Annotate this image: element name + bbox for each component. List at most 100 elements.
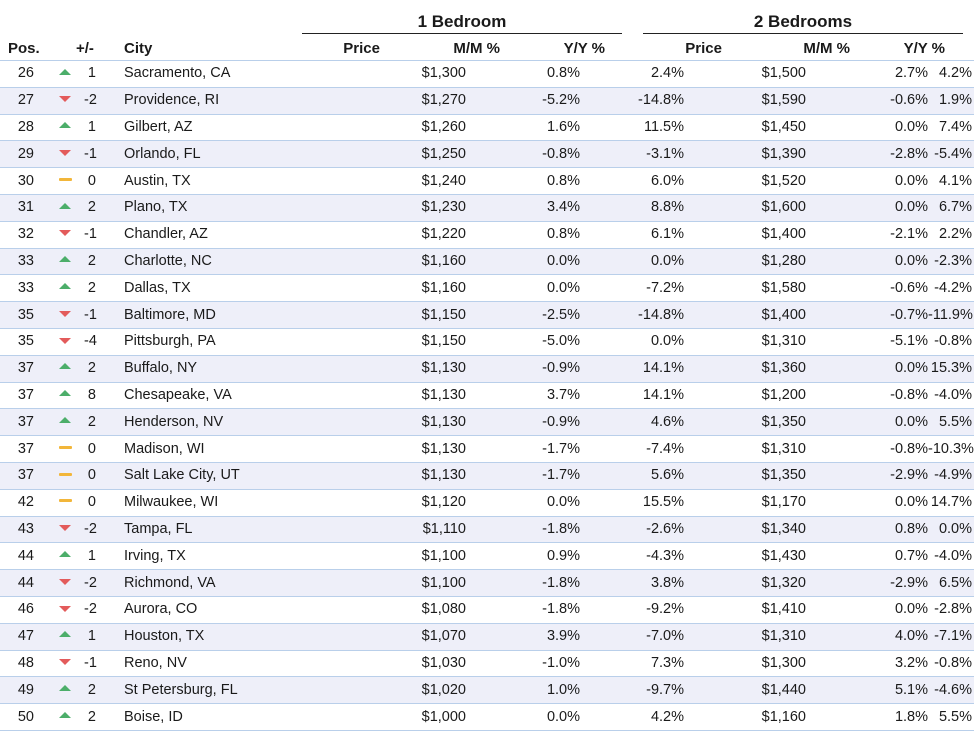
trend-cell (34, 194, 84, 222)
price-1br-cell: $1,130 (380, 462, 466, 490)
mm-1br-cell: 0.0% (466, 489, 580, 517)
position-cell: 30 (0, 167, 34, 195)
city-cell: Orlando, FL (124, 140, 380, 169)
price-1br-cell: $1,150 (380, 328, 466, 356)
mm-1br-cell: -1.7% (466, 462, 580, 490)
arrow-down-icon (59, 310, 71, 317)
header-city: City (124, 40, 153, 57)
yy-1br-cell: 6.0% (580, 167, 684, 195)
price-1br-cell: $1,110 (380, 516, 466, 544)
price-1br-cell: $1,240 (380, 167, 466, 195)
mm-2br-cell: 0.0% (806, 167, 928, 195)
header-mm-2br: M/M % (803, 40, 850, 57)
arrow-up-icon (59, 202, 71, 209)
mm-1br-cell: -5.0% (466, 328, 580, 356)
spacer-cell (96, 382, 124, 410)
change-cell: 0 (84, 462, 96, 490)
no-change-icon (58, 177, 72, 181)
yy-2br-cell: -11.9% (928, 301, 974, 329)
city-cell: Charlotte, NC (124, 248, 380, 276)
trend-cell (34, 516, 84, 544)
table-row: 37 2 Henderson, NV $1,130 -0.9% 4.6% $1,350 0.0… (0, 408, 974, 437)
price-2br-cell: $1,600 (684, 194, 806, 222)
yy-2br-cell: -4.2% (928, 274, 974, 303)
position-cell: 27 (0, 87, 34, 115)
yy-2br-cell: 5.5% (928, 703, 974, 731)
header-yy-1br: Y/Y % (563, 40, 605, 57)
mm-1br-cell: 0.8% (466, 60, 580, 88)
yy-1br-cell: -7.4% (580, 435, 684, 463)
change-cell: 1 (84, 60, 96, 88)
table-row: 44 -2 Richmond, VA $1,100 -1.8% 3.8% $1,320 -2.… (0, 569, 974, 597)
city-cell: Boise, ID (124, 703, 380, 731)
arrow-up-icon (59, 416, 71, 423)
trend-cell (34, 140, 84, 169)
table-row: 49 2 St Petersburg, FL $1,020 1.0% -9.7% $1,44… (0, 676, 974, 705)
position-cell: 28 (0, 114, 34, 142)
arrow-up-icon (59, 282, 71, 289)
table-row: 37 8 Chesapeake, VA $1,130 3.7% 14.1% $1,200 -0… (0, 382, 974, 410)
mm-1br-cell: -5.2% (466, 87, 580, 115)
spacer-cell (96, 301, 124, 329)
mm-2br-cell: 0.0% (806, 194, 928, 222)
arrow-up-icon (59, 390, 71, 397)
change-cell: 1 (84, 623, 96, 651)
arrow-down-icon (59, 578, 71, 585)
spacer-cell (96, 140, 124, 169)
position-cell: 46 (0, 596, 34, 624)
price-2br-cell: $1,520 (684, 167, 806, 195)
trend-cell (34, 301, 84, 329)
spacer-cell (96, 194, 124, 222)
yy-1br-cell: 0.0% (580, 248, 684, 276)
yy-2br-cell: -4.9% (928, 462, 974, 490)
change-cell: 0 (84, 435, 96, 463)
arrow-down-icon (59, 605, 71, 612)
position-cell: 44 (0, 542, 34, 571)
city-cell: Salt Lake City, UT (124, 462, 380, 490)
mm-1br-cell: -0.9% (466, 408, 580, 437)
arrow-down-icon (59, 149, 71, 156)
trend-cell (34, 650, 84, 678)
table-row: 37 2 Buffalo, NY $1,130 -0.9% 14.1% $1,360 0.0%… (0, 355, 974, 383)
position-cell: 35 (0, 328, 34, 356)
city-cell: Baltimore, MD (124, 301, 380, 329)
price-1br-cell: $1,160 (380, 274, 466, 303)
position-cell: 43 (0, 516, 34, 544)
yy-1br-cell: 6.1% (580, 221, 684, 249)
no-change-icon (58, 472, 72, 476)
table-row: 50 2 Boise, ID $1,000 0.0% 4.2% $1,160 1.8% 5.5% (0, 703, 974, 731)
yy-1br-cell: 5.6% (580, 462, 684, 490)
mm-2br-cell: 0.0% (806, 489, 928, 517)
position-cell: 31 (0, 194, 34, 222)
yy-1br-cell: -3.1% (580, 140, 684, 169)
change-cell: 2 (84, 408, 96, 437)
yy-1br-cell: -9.7% (580, 676, 684, 705)
arrow-down-icon (59, 525, 71, 532)
price-1br-cell: $1,000 (380, 703, 466, 731)
yy-1br-cell: 15.5% (580, 489, 684, 517)
mm-1br-cell: -2.5% (466, 301, 580, 329)
price-1br-cell: $1,080 (380, 596, 466, 624)
mm-2br-cell: -5.1% (806, 328, 928, 356)
city-cell: Gilbert, AZ (124, 114, 380, 142)
city-cell: Buffalo, NY (124, 355, 380, 383)
change-cell: -1 (84, 650, 97, 678)
mm-1br-cell: 1.0% (466, 676, 580, 705)
yy-2br-cell: 4.2% (928, 60, 974, 88)
spacer-cell (96, 623, 124, 651)
yy-1br-cell: 11.5% (580, 114, 684, 142)
spacer-cell (96, 435, 124, 463)
price-1br-cell: $1,100 (380, 569, 466, 597)
spacer-cell (96, 114, 124, 142)
group-header-1-bedroom: 1 Bedroom (417, 12, 507, 31)
yy-1br-cell: 7.3% (580, 650, 684, 678)
yy-1br-cell: -7.0% (580, 623, 684, 651)
trend-cell (34, 489, 84, 517)
table-row: 48 -1 Reno, NV $1,030 -1.0% 7.3% $1,300 3.2% -0.… (0, 650, 974, 678)
mm-2br-cell: 0.8% (806, 516, 928, 544)
price-1br-cell: $1,130 (380, 382, 466, 410)
price-2br-cell: $1,400 (684, 221, 806, 249)
mm-1br-cell: 0.9% (466, 542, 580, 571)
arrow-down-icon (59, 659, 71, 666)
city-cell: Milwaukee, WI (124, 489, 380, 517)
